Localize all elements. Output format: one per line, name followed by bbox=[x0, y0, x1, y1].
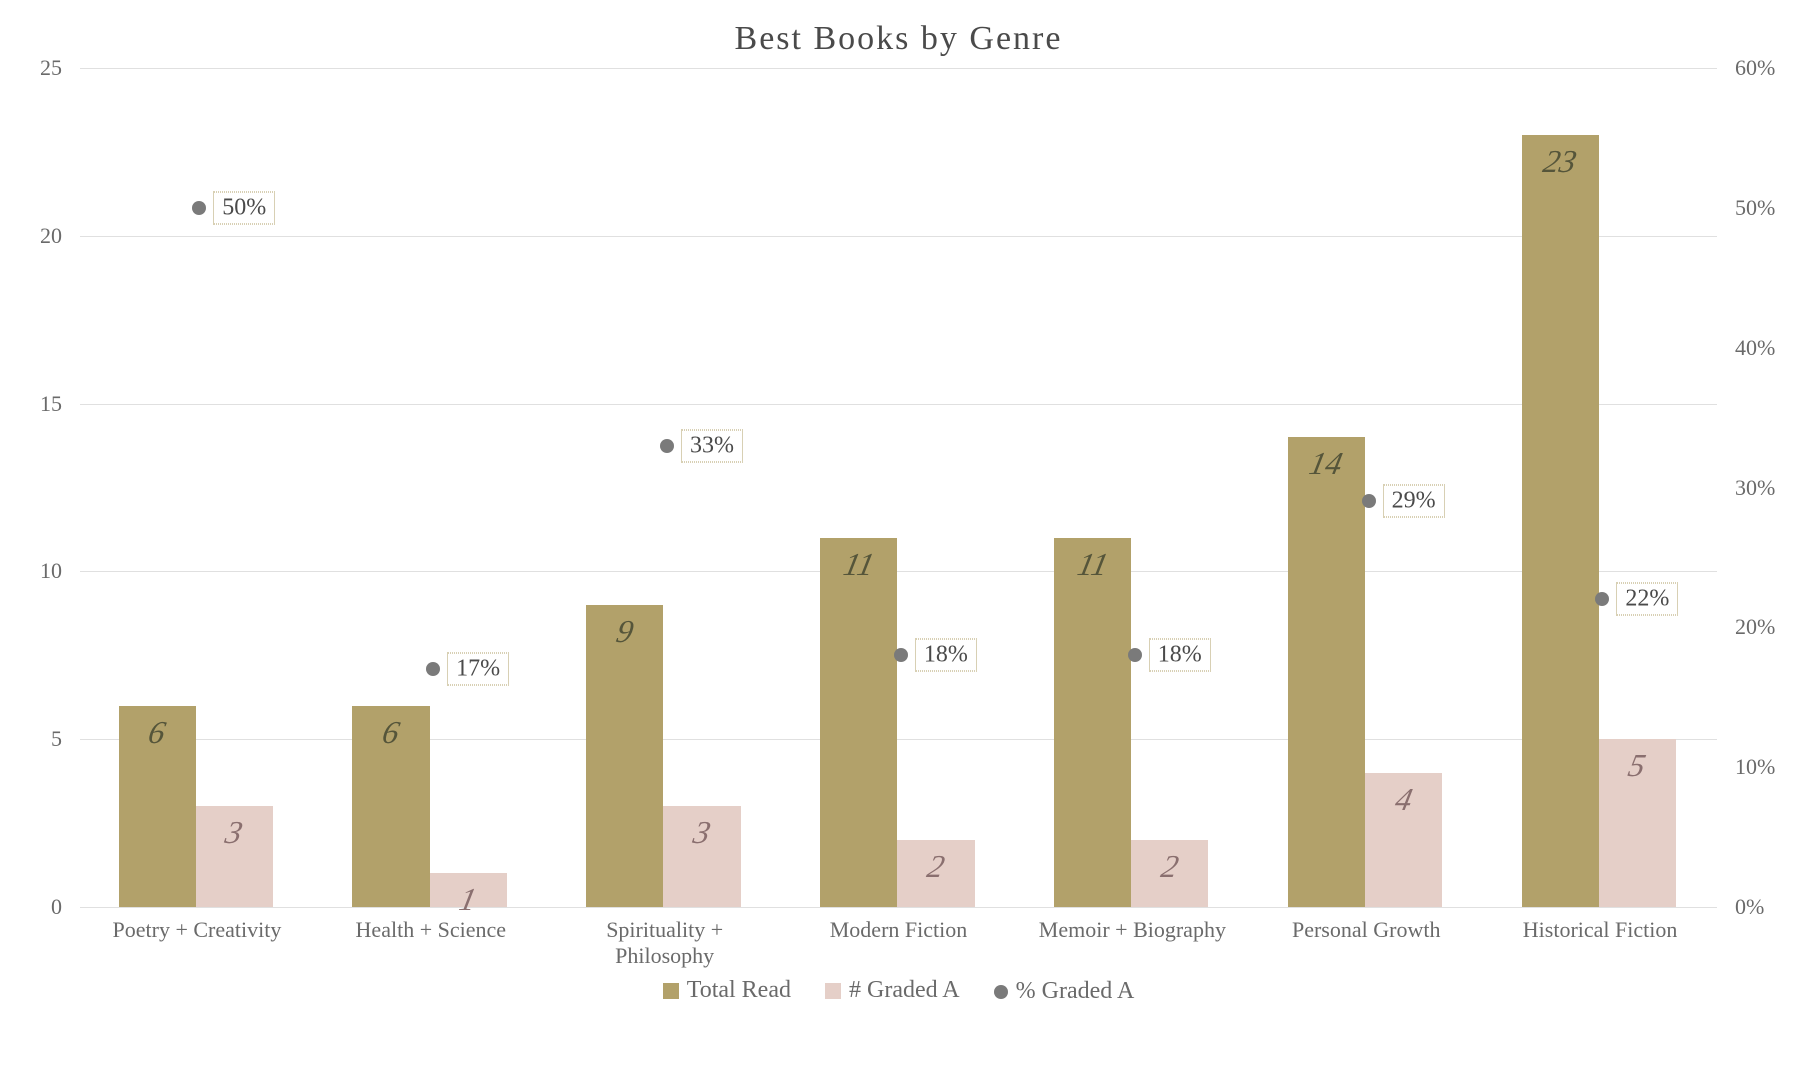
bar-value-total-read: 6 bbox=[379, 714, 403, 751]
y-axis-left-tick: 20 bbox=[40, 223, 62, 249]
bar-total-read: 23 bbox=[1522, 135, 1599, 907]
bar-graded-a-count: 4 bbox=[1365, 773, 1442, 907]
data-label-graded-a-pct: 18% bbox=[915, 639, 977, 672]
y-axis-right-tick: 0% bbox=[1735, 894, 1764, 920]
bar-value-total-read: 11 bbox=[840, 546, 877, 583]
category-group: 11218%Modern Fiction bbox=[782, 68, 1016, 907]
data-label-graded-a-pct: 18% bbox=[1149, 639, 1211, 672]
bar-graded-a-count: 1 bbox=[430, 873, 507, 907]
y-axis-right-tick: 60% bbox=[1735, 55, 1775, 81]
legend-label-graded-a-count: # Graded A bbox=[849, 977, 960, 1004]
y-axis-right-tick: 10% bbox=[1735, 754, 1775, 780]
data-label-graded-a-pct: 33% bbox=[681, 429, 743, 462]
y-axis-left-tick: 25 bbox=[40, 55, 62, 81]
bar-value-total-read: 9 bbox=[613, 613, 637, 650]
category-group: 14429%Personal Growth bbox=[1249, 68, 1483, 907]
data-label-graded-a-pct: 50% bbox=[213, 191, 275, 224]
x-axis-tick-label: Spirituality +Philosophy bbox=[548, 907, 782, 970]
x-axis-tick-label: Health + Science bbox=[314, 907, 548, 943]
legend-swatch-total-read bbox=[663, 983, 679, 999]
bar-value-graded-a-count: 2 bbox=[1158, 848, 1182, 885]
bar-total-read: 6 bbox=[352, 706, 429, 907]
bar-value-graded-a-count: 4 bbox=[1392, 781, 1416, 818]
bar-value-graded-a-count: 3 bbox=[222, 814, 246, 851]
data-label-graded-a-pct: 22% bbox=[1616, 583, 1678, 616]
bar-value-graded-a-count: 2 bbox=[924, 848, 948, 885]
bar-graded-a-count: 2 bbox=[897, 840, 974, 907]
books-by-genre-chart: Best Books by Genre 05101520250%10%20%30… bbox=[20, 20, 1777, 1057]
bar-total-read: 6 bbox=[119, 706, 196, 907]
category-group: 11218%Memoir + Biography bbox=[1015, 68, 1249, 907]
legend-item-graded-a-count: # Graded A bbox=[825, 977, 960, 1004]
marker-graded-a-pct bbox=[192, 201, 206, 215]
bar-value-total-read: 14 bbox=[1307, 445, 1347, 482]
marker-graded-a-pct bbox=[1128, 648, 1142, 662]
legend-label-total-read: Total Read bbox=[687, 977, 791, 1004]
y-axis-right-tick: 50% bbox=[1735, 195, 1775, 221]
bar-total-read: 11 bbox=[1054, 538, 1131, 907]
marker-graded-a-pct bbox=[660, 439, 674, 453]
x-axis-tick-label: Historical Fiction bbox=[1483, 907, 1717, 943]
category-group: 6350%Poetry + Creativity bbox=[80, 68, 314, 907]
y-axis-right-tick: 30% bbox=[1735, 475, 1775, 501]
category-group: 6117%Health + Science bbox=[314, 68, 548, 907]
category-group: 23522%Historical Fiction bbox=[1483, 68, 1717, 907]
data-label-graded-a-pct: 29% bbox=[1383, 485, 1445, 518]
legend-label-graded-a-pct: % Graded A bbox=[1016, 978, 1135, 1005]
y-axis-left-tick: 10 bbox=[40, 558, 62, 584]
y-axis-right-tick: 40% bbox=[1735, 335, 1775, 361]
bar-value-total-read: 23 bbox=[1540, 143, 1580, 180]
bar-total-read: 11 bbox=[820, 538, 897, 907]
marker-graded-a-pct bbox=[894, 648, 908, 662]
legend-item-total-read: Total Read bbox=[663, 977, 791, 1004]
legend-swatch-graded-a-pct bbox=[994, 985, 1008, 999]
chart-title: Best Books by Genre bbox=[20, 20, 1777, 58]
bar-total-read: 9 bbox=[586, 605, 663, 907]
x-axis-tick-label: Poetry + Creativity bbox=[80, 907, 314, 943]
x-axis-tick-label: Memoir + Biography bbox=[1015, 907, 1249, 943]
x-axis-tick-label: Modern Fiction bbox=[782, 907, 1016, 943]
bar-value-total-read: 6 bbox=[145, 714, 169, 751]
bar-value-graded-a-count: 5 bbox=[1626, 747, 1650, 784]
marker-graded-a-pct bbox=[1362, 494, 1376, 508]
y-axis-left-tick: 5 bbox=[51, 726, 62, 752]
x-axis-tick-label: Personal Growth bbox=[1249, 907, 1483, 943]
plot-area: 05101520250%10%20%30%40%50%60%6350%Poetr… bbox=[80, 68, 1717, 907]
category-group: 9333%Spirituality +Philosophy bbox=[548, 68, 782, 907]
bar-graded-a-count: 2 bbox=[1131, 840, 1208, 907]
legend-item-graded-a-pct: % Graded A bbox=[994, 978, 1135, 1005]
bar-total-read: 14 bbox=[1288, 437, 1365, 907]
marker-graded-a-pct bbox=[1595, 592, 1609, 606]
bar-graded-a-count: 3 bbox=[196, 806, 273, 907]
bar-value-total-read: 11 bbox=[1074, 546, 1111, 583]
legend: Total Read # Graded A % Graded A bbox=[20, 977, 1777, 1006]
y-axis-right-tick: 20% bbox=[1735, 614, 1775, 640]
y-axis-left-tick: 15 bbox=[40, 391, 62, 417]
marker-graded-a-pct bbox=[426, 662, 440, 676]
legend-swatch-graded-a-count bbox=[825, 983, 841, 999]
bar-graded-a-count: 5 bbox=[1599, 739, 1676, 907]
bar-value-graded-a-count: 3 bbox=[690, 814, 714, 851]
y-axis-left-tick: 0 bbox=[51, 894, 62, 920]
bar-graded-a-count: 3 bbox=[663, 806, 740, 907]
data-label-graded-a-pct: 17% bbox=[447, 653, 509, 686]
